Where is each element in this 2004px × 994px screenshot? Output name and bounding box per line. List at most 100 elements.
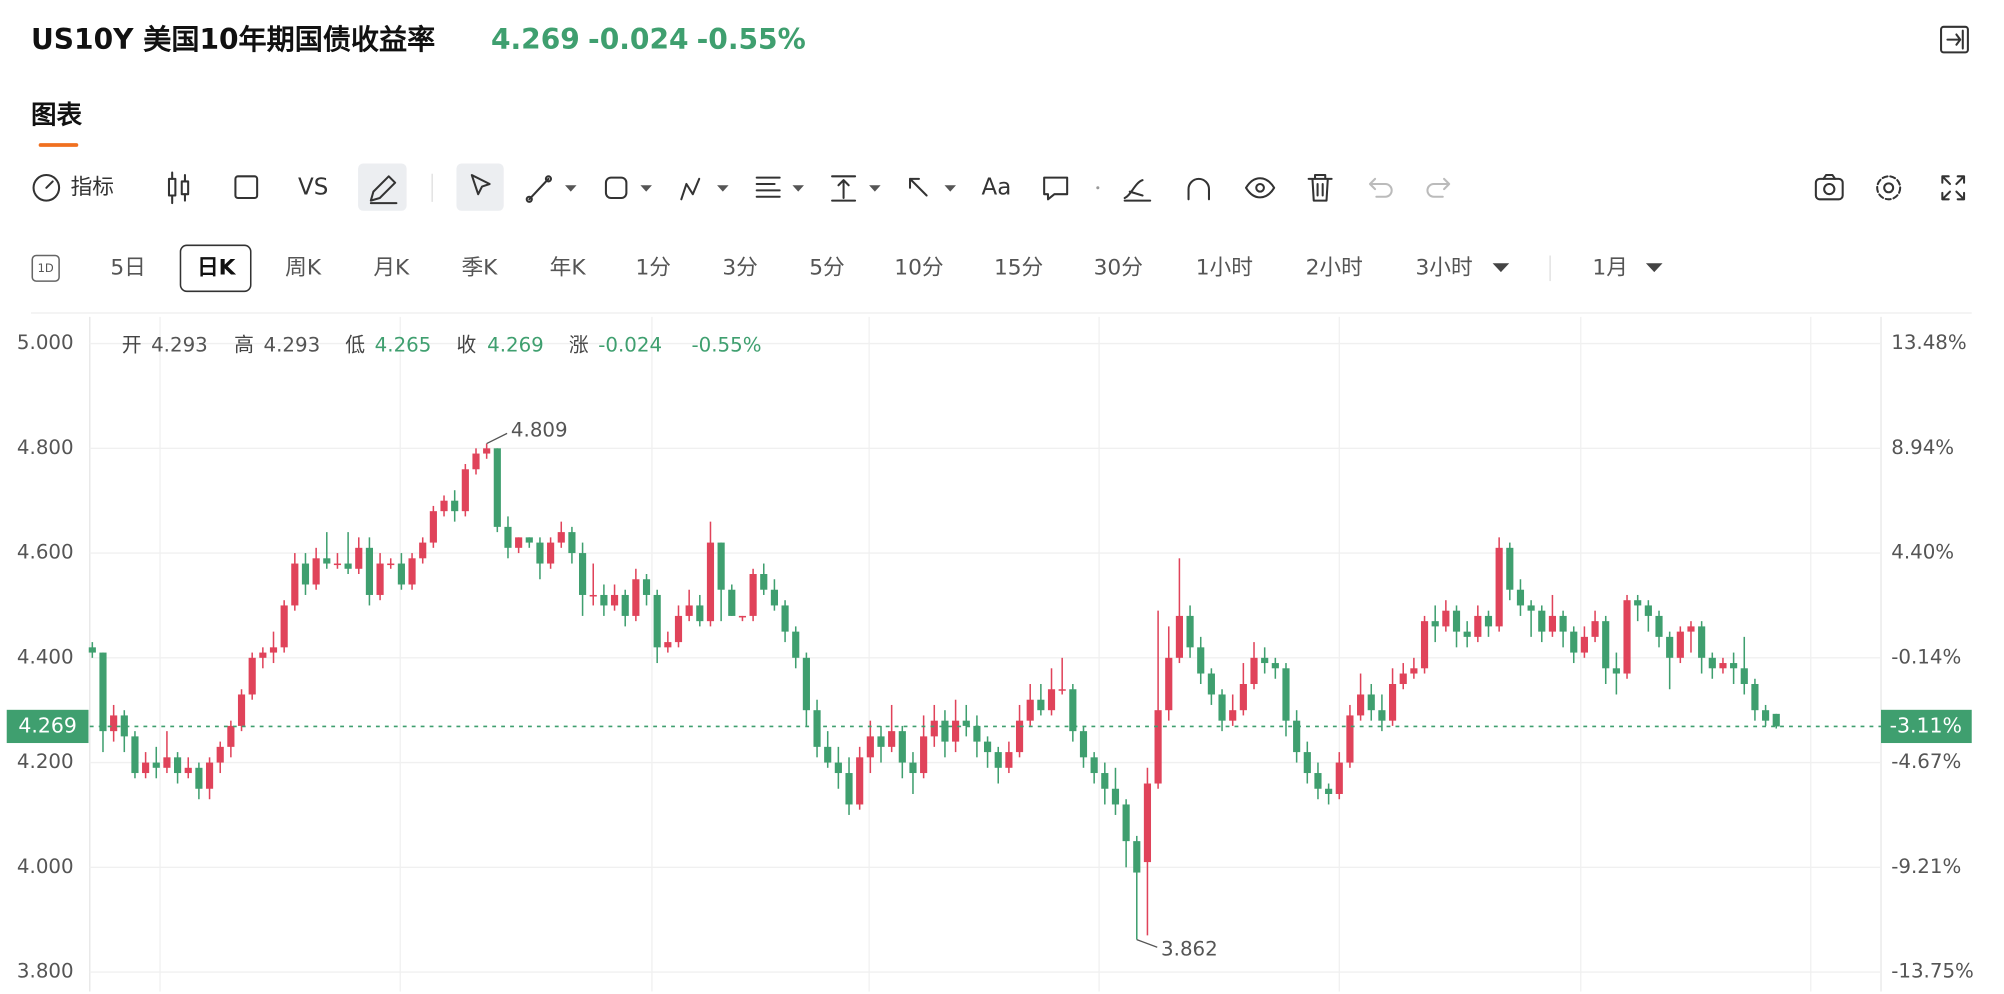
symbol-title: US10Y 美国10年期国债收益率 [31,23,435,56]
candle-body [408,558,416,585]
magnet-tool[interactable] [1187,177,1210,201]
candle-body [642,579,651,595]
candle-body [1762,710,1770,721]
compare-button[interactable]: VS [298,174,328,200]
candle-body [365,547,374,595]
exit-button[interactable] [1940,25,1969,54]
indicator-button[interactable]: 指标 [71,175,114,200]
candle-body [1367,694,1375,711]
candle-body [142,762,150,774]
redo[interactable] [1426,177,1451,198]
candle-body [706,542,715,622]
candle-body [781,605,789,632]
cursor-button[interactable] [470,174,491,196]
candle-body [792,631,800,658]
ohlc-legend: 高 [234,334,254,357]
candle-body [952,720,960,742]
settings-button[interactable] [1876,175,1902,201]
candle-body [1495,547,1503,627]
y-tick-label: 4.000 [17,855,74,878]
period-bar: 1D [31,244,1663,293]
fib-tool[interactable] [755,176,781,198]
candle-body [1101,773,1109,789]
candle-body [88,647,96,653]
candle-body [1420,621,1429,669]
candle-body [994,752,1002,768]
candle-body [728,589,736,616]
plot: 5日 日K 周K 月K 季K 年K 1分 3分 5分 10分 15分 30分 1小时 2小时 3小时 1月 5.… [6,255,1974,983]
candle-body [674,615,683,643]
candle-body [866,736,874,758]
brush-tool[interactable] [1123,179,1152,202]
fullscreen-button[interactable] [1941,175,1966,201]
period-option[interactable]: 3分 [722,255,758,280]
candle-body [269,647,278,653]
period-option[interactable]: 5分 [809,255,845,280]
candle-body [1165,657,1173,711]
candle-body [110,715,118,732]
period-option[interactable]: 年K [550,255,587,280]
period-option[interactable]: 1分 [635,255,671,280]
period-option[interactable]: 季K [461,255,498,280]
candle-body [120,715,128,737]
period-option[interactable]: 10分 [894,255,943,280]
candle-body [685,605,693,616]
cursor-active-bg [456,163,504,211]
period-option[interactable]: 5日 [110,255,146,280]
candle-body [579,553,587,595]
pattern-tool[interactable] [680,177,701,201]
candle-body [259,652,267,658]
period-option[interactable]: 3小时 [1415,255,1472,280]
candle-body [717,542,725,590]
candle-body [1399,673,1407,685]
indicator-icon[interactable] [32,174,61,202]
candle-body [1293,720,1301,753]
candle-body [1026,699,1034,721]
chart-tab[interactable]: 图表 [31,100,83,130]
line-tool[interactable] [525,175,553,203]
candle-body [1708,657,1716,669]
text-tool[interactable]: Aa [982,174,1012,200]
candle-body [1431,621,1439,627]
period-option[interactable]: 周K [285,255,322,280]
measure-tool[interactable] [831,175,857,202]
high-label: 4.809 [511,418,568,441]
note-tool[interactable] [1043,176,1069,201]
shape-tool[interactable] [604,176,628,200]
period-icon[interactable] [31,254,60,282]
period-option[interactable]: 1小时 [1196,255,1253,280]
candle-body [1452,610,1461,632]
ohlc-legend: 4.293 [264,334,321,357]
candle-body [962,720,970,726]
candle-type-button[interactable] [167,171,190,205]
candle-body [387,563,395,566]
period-option[interactable]: 30分 [1094,255,1143,280]
candle-body [664,642,672,648]
arrow-tool[interactable] [908,177,928,197]
layout-button[interactable] [234,175,259,200]
candle-body [525,537,533,543]
ohlc-legend: 开 [122,334,142,357]
candle-body [1388,684,1397,721]
candle-body [1602,621,1610,669]
candle-body [1591,621,1599,637]
candle-body [610,594,619,606]
period-option[interactable]: 月K [373,255,410,280]
visibility-tool[interactable] [1245,177,1276,199]
period-option[interactable]: 15分 [994,255,1043,280]
undo[interactable] [1368,177,1393,198]
candle-body [227,725,235,747]
delete-tool[interactable] [1307,174,1333,202]
period-option[interactable]: 日K [197,255,237,280]
candle-body [1570,631,1578,653]
candle-body [824,746,832,763]
candle-body [1378,710,1386,721]
period-option[interactable]: 2小时 [1306,255,1363,280]
candle-body [483,448,491,454]
candle-body [1357,694,1365,716]
candle-body [1282,668,1290,721]
candle-body [1463,631,1471,637]
screenshot-button[interactable] [1814,174,1844,201]
draw-button[interactable] [369,175,398,205]
period-option[interactable]: 1月 [1592,255,1628,280]
